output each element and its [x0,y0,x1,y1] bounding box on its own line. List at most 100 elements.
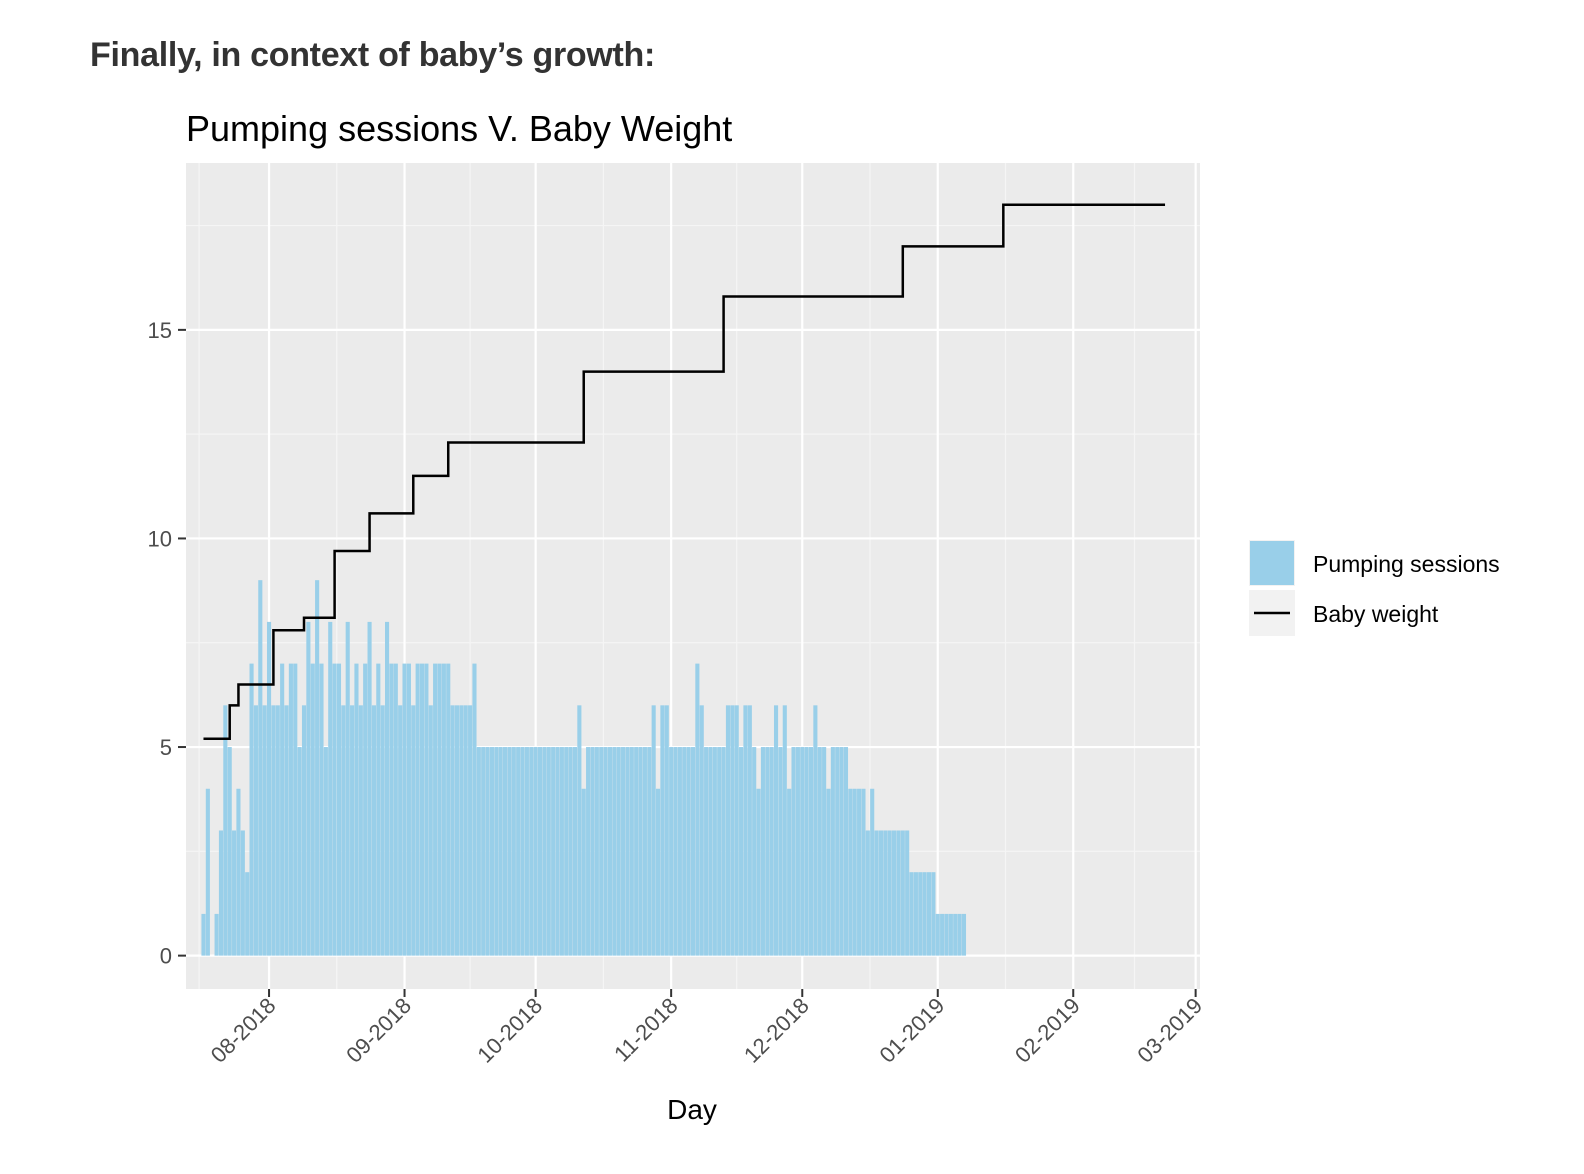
pumping-bar [551,747,556,956]
pumping-bar [341,705,346,956]
pumping-bar [922,872,927,956]
pumping-bar [367,621,372,956]
bar-series [201,580,967,956]
pumping-bar [957,913,962,956]
pumping-bar [315,580,320,956]
pumping-bar [424,663,429,956]
legend-label-weight: Baby weight [1313,601,1439,627]
grid-minor [186,163,1200,989]
x-axis-title: Day [667,1094,717,1125]
pumping-bar [481,747,486,956]
pumping-bar [861,788,866,956]
pumping-bar [371,705,376,956]
pumping-bar [756,788,761,956]
pumping-bar [336,663,342,956]
pumping-bar [398,705,403,956]
pumping-bar [887,830,892,956]
pumping-bar [468,705,473,956]
y-tick-label: 15 [148,318,172,343]
pumping-bar [520,747,525,956]
pumping-bar [564,747,569,956]
pumping-bar [328,621,333,956]
pumping-bar [677,747,682,956]
pumping-bar [891,830,897,956]
pumping-bar [808,747,814,956]
pumping-bar [472,663,477,956]
y-axis: 0 5 10 15 [148,318,186,969]
baby-weight-line [203,203,1166,740]
pumping-bar [572,747,578,956]
pumping-bar [686,747,691,956]
pumping-bar [817,747,822,956]
pumping-bar [310,663,315,956]
pumping-bar [529,747,534,956]
y-tick-label: 0 [160,944,172,969]
pumping-bar [835,747,840,956]
pumping-bar [935,913,940,956]
pumping-bar [459,705,464,956]
pumping-bar [489,747,495,956]
pumping-bar [533,747,538,956]
pumping-bar [271,705,276,956]
legend: Pumping sessions Baby weight [1249,540,1500,636]
pumping-bar [865,830,870,956]
pumping-bar [664,705,669,956]
pumping-bar [612,747,617,956]
pumping-bar [288,663,293,956]
pumping-bar [218,830,224,956]
pumping-bar [730,705,735,956]
legend-key-bar [1250,541,1294,585]
x-tick-label: 03-2019 [1132,993,1207,1068]
pumping-bar [769,747,774,956]
pumping-bar [319,663,324,956]
pumping-bar [389,663,394,956]
x-tick-label: 01-2019 [875,993,950,1068]
pumping-bar [546,747,551,956]
pumping-bar [376,663,381,956]
pumping-bar [428,705,433,956]
pumping-bar [909,872,914,956]
pumping-bar [848,788,853,956]
x-tick-label: 12-2018 [739,993,814,1068]
pumping-bar [682,747,687,956]
pumping-bar [782,705,787,956]
line-series [203,203,1166,740]
pumping-bar [725,705,731,956]
pumping-bar [918,872,923,956]
pumping-bar [227,747,232,956]
pumping-bar [249,663,254,956]
pumping-bar [266,621,272,956]
y-tick-label: 5 [160,735,172,760]
pumping-bar [791,747,796,956]
pumping-bar [406,663,411,956]
pumping-bar [223,705,228,956]
x-tick-label: 10-2018 [472,993,547,1068]
pumping-bar [498,747,503,956]
pumping-bar [537,747,543,956]
pumping-bar [463,705,468,956]
pumping-bar [441,663,446,956]
pumping-bar [638,747,643,956]
pumping-bar [712,747,717,956]
pumping-bar [655,788,661,956]
pumping-bar [245,872,250,956]
pumping-bar [852,788,857,956]
x-axis: 08-2018 09-2018 10-2018 11-2018 12-2018 01-20… [206,989,1207,1068]
pumping-bar [826,788,831,956]
pumping-bar [787,788,792,956]
pumping-bar [354,663,359,956]
pumping-bar [773,705,779,956]
pumping-bar [961,913,967,956]
pumping-bar [586,747,591,956]
pumping-bar [857,788,862,956]
pumping-bar [822,747,827,956]
pumping-bar [433,663,438,956]
pumping-bar [603,747,608,956]
pumping-bar [232,830,237,956]
pumping-bar [201,913,206,956]
pumping-bar [454,705,460,956]
pumping-bar [323,747,328,956]
pumping-bar [795,747,800,956]
pumping-bar [660,705,665,956]
